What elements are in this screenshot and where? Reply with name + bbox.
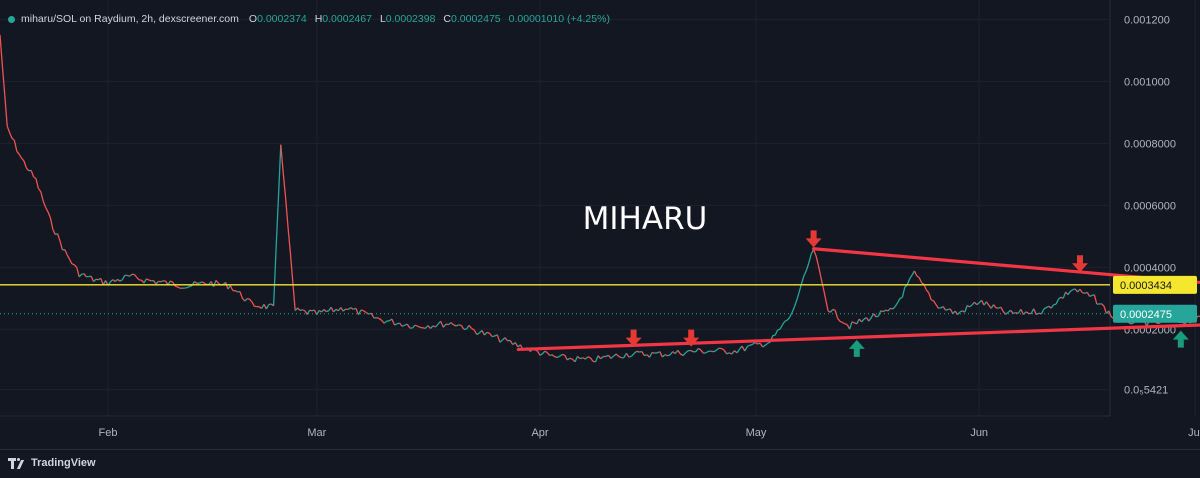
price-series-segment [570, 358, 573, 359]
price-series-segment [302, 310, 304, 311]
price-series-segment [1013, 313, 1016, 314]
y-tick-label: 0.0004000 [1124, 262, 1176, 274]
brand-label: TradingView [31, 457, 96, 469]
price-series-segment [778, 329, 780, 330]
price-series-segment [1090, 295, 1092, 296]
y-tick-label: 0.0006000 [1124, 200, 1176, 212]
price-series-segment [881, 311, 883, 312]
high-value: 0.0002467 [322, 13, 372, 25]
price-series-segment [96, 279, 98, 280]
price-series-segment [665, 355, 668, 356]
open-value: 0.0002374 [257, 13, 307, 25]
price-series-segment [852, 322, 854, 323]
price-series-segment [459, 325, 462, 326]
x-tick-label: May [746, 427, 767, 439]
price-series-segment [377, 318, 380, 319]
price-series-segment [446, 324, 449, 325]
price-series-segment [310, 310, 312, 311]
last-price-label: 0.0002475 [1120, 309, 1172, 321]
price-series-segment [361, 310, 364, 311]
x-tick-label: Mar [307, 427, 326, 439]
x-tick-label: Jul [1188, 427, 1200, 439]
price-series-segment [185, 288, 187, 289]
close-key: C [443, 13, 451, 25]
price-series-segment [1054, 304, 1056, 305]
tradingview-logo-icon [8, 458, 26, 469]
price-series-segment [588, 357, 591, 358]
price-series-segment [492, 336, 495, 337]
price-series-segment [202, 282, 204, 283]
open-key: O [249, 13, 257, 25]
price-series-segment [326, 311, 328, 312]
footer-bar: TradingView [0, 449, 1200, 478]
price-series-segment [704, 353, 707, 354]
chart-title: MIHARU [583, 201, 708, 237]
price-series-segment [1082, 293, 1084, 294]
price-series-segment [190, 286, 192, 287]
price-series-segment [833, 309, 835, 310]
change-value: 0.00001010 (+4.25%) [509, 13, 610, 25]
price-series-segment [550, 355, 552, 356]
price-series-segment [300, 310, 302, 311]
price-series-segment [931, 300, 933, 301]
price-series-segment [629, 356, 632, 357]
x-tick-label: Jun [970, 427, 988, 439]
low-value: 0.0002398 [386, 13, 436, 25]
tradingview-logo[interactable]: TradingView [8, 457, 96, 469]
x-tick-label: Apr [531, 427, 548, 439]
price-series-segment [946, 309, 948, 310]
price-series-segment [668, 355, 671, 356]
price-series-segment [175, 286, 177, 287]
y-tick-label: 0.001200 [1124, 14, 1170, 26]
resistance-price-label: 0.0003434 [1120, 280, 1172, 292]
price-series-segment [938, 308, 940, 309]
price-series-segment [840, 321, 842, 322]
price-series-segment [149, 280, 151, 281]
legend-bar: miharu/SOL on Raydium, 2h, dexscreener.c… [8, 13, 618, 25]
y-tick-label: 0.001000 [1124, 76, 1170, 88]
high-key: H [315, 13, 323, 25]
price-series-segment [750, 345, 753, 346]
symbol-label[interactable]: miharu/SOL on Raydium, 2h, dexscreener.c… [21, 13, 239, 25]
price-series-segment [161, 281, 163, 282]
price-series-segment [562, 355, 565, 356]
price-series-segment [711, 351, 714, 352]
price-series-segment [845, 324, 847, 325]
status-dot [8, 16, 15, 23]
x-tick-label: Feb [99, 427, 118, 439]
price-series-segment [876, 316, 878, 317]
y-tick-label: 0.0₅5421 [1124, 385, 1168, 397]
close-value: 0.0002475 [451, 13, 501, 25]
price-series-segment [652, 353, 655, 354]
price-series-segment [72, 264, 74, 265]
price-series-segment [637, 351, 640, 352]
y-tick-label: 0.0008000 [1124, 138, 1176, 150]
